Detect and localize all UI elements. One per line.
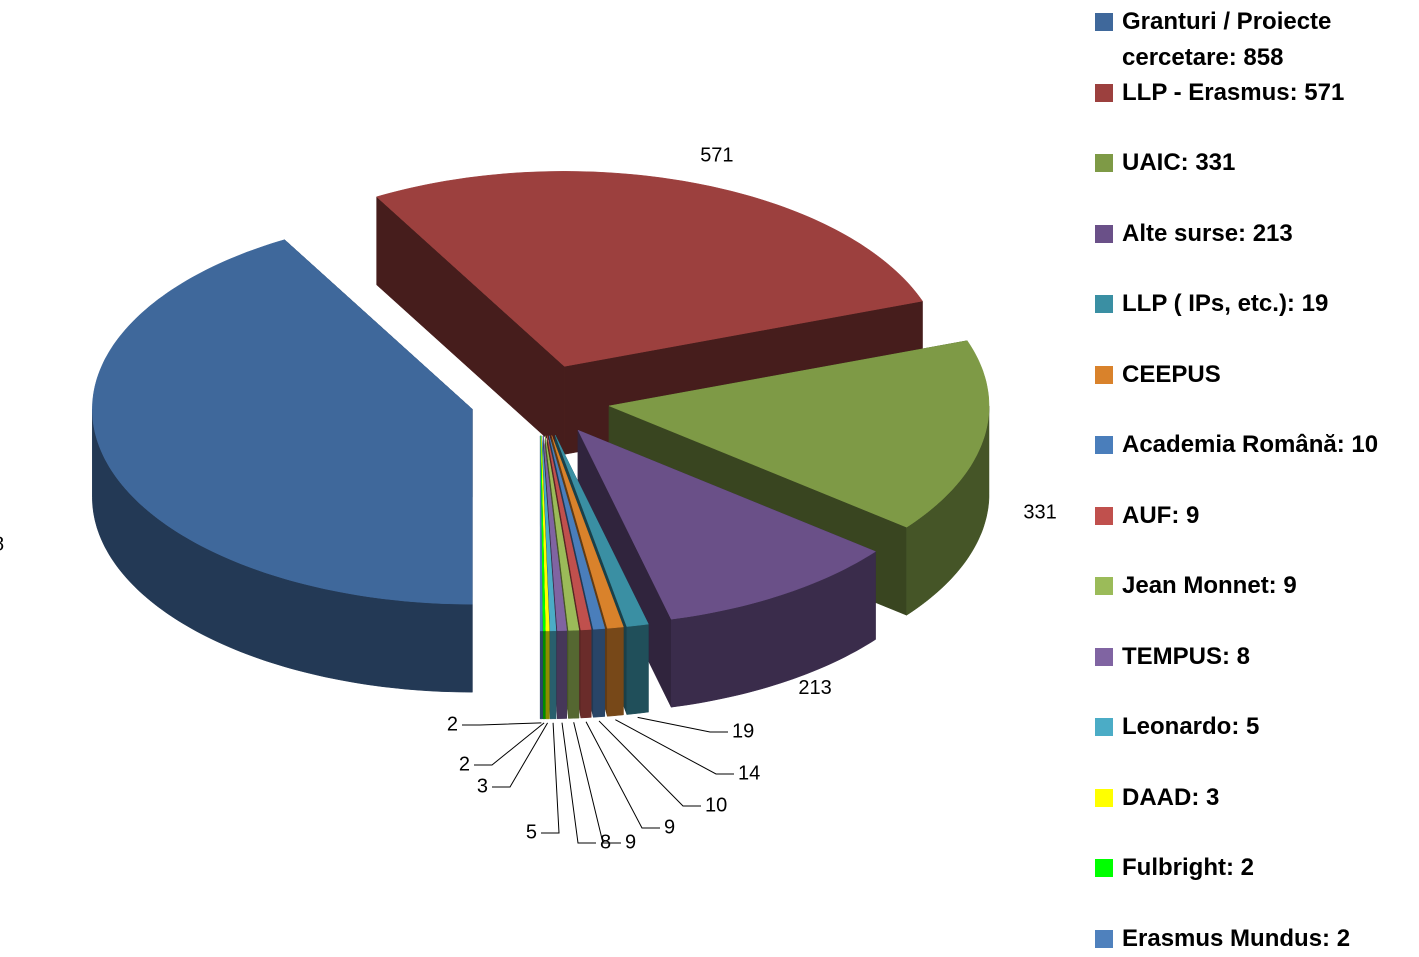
slice-top: [548, 435, 606, 630]
leader-line: [573, 722, 621, 844]
data-label: 9: [664, 816, 675, 838]
legend-swatch: [1095, 577, 1113, 595]
legend-swatch: [1095, 718, 1113, 736]
slice: [376, 171, 923, 455]
data-label: 19: [732, 720, 754, 742]
data-label: 213: [798, 677, 831, 699]
legend-label: LLP ( IPs, etc.): 19: [1122, 290, 1329, 317]
slice-wall: [542, 630, 546, 720]
leader-line: [541, 722, 560, 834]
legend-label: TEMPUS: 8: [1122, 642, 1251, 670]
legend-item: Academia Română: 10: [1095, 427, 1395, 463]
slice-wall: [549, 630, 557, 720]
legend-swatch: [1095, 506, 1113, 525]
slice-top: [551, 435, 624, 629]
legend-swatch: [1095, 929, 1113, 948]
data-label: 2: [447, 713, 458, 735]
legend-label: LLP - Erasmus: 571: [1122, 78, 1345, 106]
data-label: 10: [705, 794, 727, 816]
legend-label: Granturi / Proiecte cercetare: 858: [1122, 8, 1332, 71]
legend-item: AUF: 9: [1095, 498, 1395, 534]
data-label: 858: [0, 534, 4, 556]
legend-item: Erasmus Mundus: 2: [1095, 921, 1395, 957]
slice-wall: [557, 630, 567, 719]
slice-wall: [539, 630, 543, 720]
legend-swatch: [1095, 83, 1113, 102]
legend-label: Alte surse: 213: [1122, 219, 1293, 247]
legend-item: LLP - Erasmus: 571: [1095, 75, 1395, 111]
leader-line: [615, 719, 734, 775]
legend-label: UAIC: 331: [1122, 149, 1236, 176]
slice-wall: [568, 629, 580, 719]
data-label: 5: [526, 821, 537, 843]
slice-top: [541, 435, 557, 632]
slice-top: [92, 239, 473, 605]
leader-line: [561, 722, 596, 844]
legend-swatch: [1095, 154, 1113, 172]
leader-line: [474, 722, 545, 766]
slice-top: [543, 435, 567, 631]
slice-top: [577, 429, 877, 620]
legend-swatch: [1095, 436, 1113, 454]
slice: [92, 239, 473, 693]
legend-swatch: [1095, 295, 1113, 313]
legend-item: Fulbright: 2: [1095, 850, 1395, 886]
legend-label: CEEPUS: [1122, 360, 1221, 388]
data-label: 9: [625, 831, 636, 853]
slice-wall: [607, 626, 624, 717]
slice-top: [608, 340, 990, 528]
legend-item: LLP ( IPs, etc.): 19: [1095, 286, 1395, 322]
slice-top: [539, 435, 543, 632]
legend-item: DAAD: 3: [1095, 780, 1395, 816]
slice: [539, 435, 543, 720]
data-label: 2: [459, 753, 470, 775]
legend-label: Fulbright: 2: [1122, 854, 1254, 881]
legend-label: Jean Monnet: 9: [1122, 572, 1297, 599]
legend-item: Granturi / Proiecte cercetare: 858: [1095, 4, 1395, 76]
legend-swatch: [1095, 13, 1113, 31]
slice-top: [376, 171, 923, 367]
leader-line: [585, 721, 660, 829]
legend-label: Academia Română: 10: [1122, 431, 1379, 458]
legend-item: Leonardo: 5: [1095, 709, 1395, 745]
slice-top: [546, 435, 592, 631]
legend-item: UAIC: 331: [1095, 145, 1395, 181]
legend-swatch: [1095, 647, 1113, 666]
slice-wall: [580, 629, 592, 719]
legend-swatch: [1095, 365, 1113, 384]
legend-label: Erasmus Mundus: 2: [1122, 924, 1351, 952]
data-label: 14: [738, 762, 760, 784]
legend-label: AUF: 9: [1122, 501, 1200, 529]
leader-line: [637, 716, 728, 733]
legend-label: DAAD: 3: [1122, 783, 1220, 811]
legend-item: Jean Monnet: 9: [1095, 568, 1395, 604]
legend-swatch: [1095, 788, 1113, 807]
slice-top: [544, 435, 580, 631]
legend-swatch: [1095, 224, 1113, 243]
leader-line: [598, 720, 701, 807]
legend-label: Leonardo: 5: [1122, 713, 1260, 740]
leader-line: [492, 722, 549, 788]
slice-top: [540, 435, 550, 632]
slice-wall: [545, 630, 550, 720]
data-label: 331: [1023, 501, 1056, 523]
data-label: 571: [700, 144, 733, 166]
slice-top: [554, 434, 649, 627]
legend-item: Alte surse: 213: [1095, 216, 1395, 252]
legend-item: CEEPUS: [1095, 357, 1395, 393]
legend-swatch: [1095, 859, 1113, 877]
slice-wall: [593, 628, 606, 718]
leader-line: [462, 722, 542, 726]
slice-wall: [626, 623, 649, 715]
legend-item: TEMPUS: 8: [1095, 639, 1395, 675]
data-label: 3: [477, 775, 488, 797]
slice-top: [540, 435, 546, 632]
data-label: 8: [600, 831, 611, 853]
